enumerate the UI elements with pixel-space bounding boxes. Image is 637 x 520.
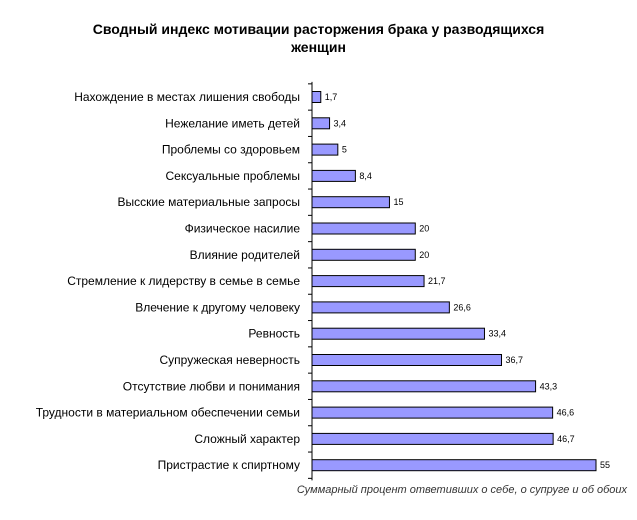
- category-labels-layer: Нахождение в местах лишения свободы Нежел…: [36, 90, 301, 472]
- category-label: Нахождение в местах лишения свободы: [74, 90, 300, 104]
- chart-title: Сводный индекс мотивации расторжения бра…: [92, 21, 545, 55]
- bar: [311, 459, 597, 472]
- value-label: 20: [419, 224, 429, 234]
- value-label: 46,7: [557, 434, 575, 444]
- bar: [311, 143, 339, 156]
- bar: [311, 248, 416, 261]
- bar: [311, 380, 537, 393]
- category-label: Нежелание иметь детей: [165, 116, 300, 130]
- category-label: Сложный характер: [194, 432, 300, 446]
- category-label: Сексуальные проблемы: [165, 169, 300, 183]
- category-label: Высские материальные запросы: [118, 195, 301, 209]
- value-label: 36,7: [506, 355, 524, 365]
- value-label: 8,4: [359, 171, 372, 181]
- bar: [311, 196, 390, 209]
- bar: [311, 275, 425, 288]
- bar: [311, 117, 331, 130]
- bar: [311, 301, 450, 314]
- chart-footnote: Суммарный процент ответивших о себе, о с…: [296, 484, 627, 496]
- category-label: Пристрастие к спиртному: [158, 458, 300, 472]
- value-label: 1,7: [325, 92, 338, 102]
- value-label: 15: [393, 197, 403, 207]
- category-label: Ревность: [248, 327, 300, 341]
- value-label: 5: [342, 145, 347, 155]
- value-label: 46,6: [557, 408, 575, 418]
- value-label: 21,7: [428, 276, 446, 286]
- bar: [311, 327, 485, 340]
- category-label: Отсутствие любви и понимания: [123, 379, 300, 393]
- category-label: Стремление к лидерству в семье в семье: [67, 274, 300, 288]
- bar: [311, 91, 322, 103]
- value-label: 26,6: [453, 302, 471, 312]
- value-labels-layer: 1,7 3,4 5 8,4 15 20 20 21,7 26,6 33,4 36,7 43,3 46,6…: [325, 92, 610, 470]
- bar: [311, 406, 554, 419]
- category-label: Трудности в материальном обеспечении сем…: [36, 406, 300, 420]
- bar: [311, 169, 356, 182]
- value-label: 33,4: [488, 329, 506, 339]
- value-label: 20: [419, 250, 429, 260]
- category-label: Проблемы со здоровьем: [162, 143, 300, 157]
- value-label: 3,4: [334, 118, 347, 128]
- bar: [311, 432, 554, 445]
- bar: [311, 222, 416, 235]
- category-label: Супружеская неверность: [160, 353, 301, 367]
- bar: [311, 354, 503, 366]
- category-label: Физическое насилие: [185, 222, 301, 236]
- bars-layer: [308, 83, 597, 479]
- value-label: 55: [600, 460, 610, 470]
- value-label: 43,3: [540, 381, 558, 391]
- category-label: Влечение к другому человеку: [135, 300, 300, 314]
- category-label: Влияние родителей: [190, 248, 300, 262]
